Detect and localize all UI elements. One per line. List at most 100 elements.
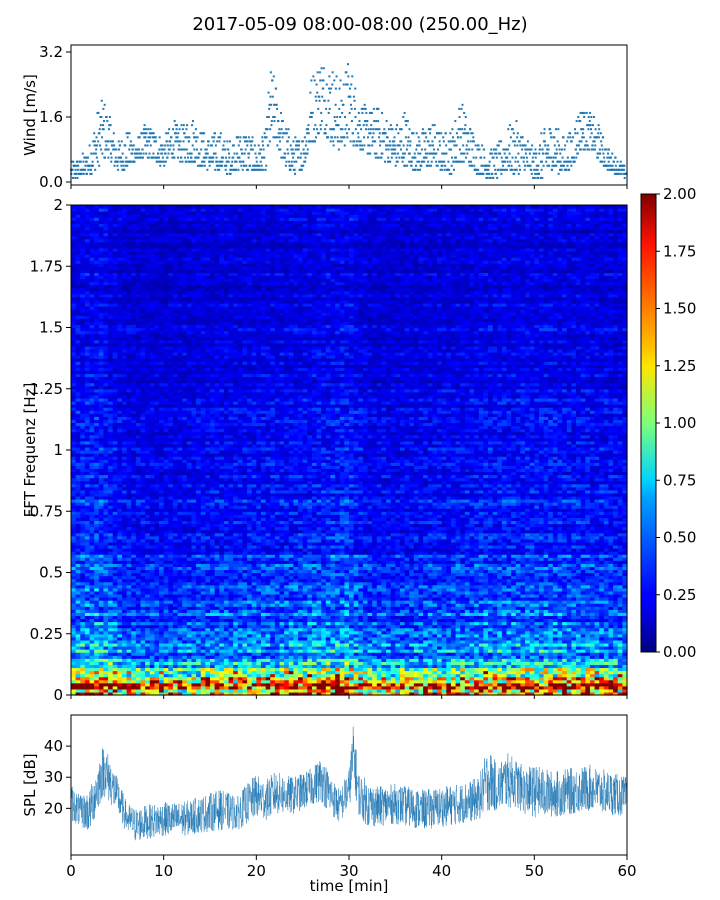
wind-point [159,160,162,163]
spectrogram-cell [196,670,202,675]
spectrogram-cell [395,652,401,656]
spectrogram-cell [534,670,540,675]
spectrogram-cell [149,664,155,669]
spectrogram-cell [260,679,267,684]
spectrogram-cell [585,673,591,678]
wind-point [176,156,179,159]
wind-point [232,156,235,159]
spectrogram-cell [548,679,554,684]
spectrogram-cell [418,673,424,678]
spectrogram-cell [265,670,271,675]
spectrogram-cell [427,652,433,656]
spectrogram-cell [511,679,517,684]
spectrogram-cell [576,655,582,659]
spectrogram-cell [349,661,355,665]
spectrogram-cell [219,655,225,659]
spectrogram-cell [525,661,531,665]
spectrogram-cell [339,679,345,684]
spectrogram-cell [279,664,285,669]
spectrogram-cell [223,670,230,675]
spectrogram-cell [525,658,531,662]
spectrogram-cell [399,655,406,659]
wind-point [532,160,535,163]
wind-point [244,136,247,139]
spectrogram-cell [200,664,206,669]
wind-point [441,164,444,167]
spectrogram-cell [270,679,276,684]
wind-point [473,164,476,167]
spectrogram-cell [75,655,81,659]
spectrogram-cell [344,661,350,665]
wind-point [540,132,543,135]
spectrogram-cell [117,682,123,687]
spectrogram-cell [186,673,193,678]
spectrogram-cell [339,670,345,675]
spectrogram-cell [168,667,174,672]
wind-point [271,79,274,82]
spectrogram-cell [321,682,327,687]
wind-point [579,148,582,151]
spectrogram-cell [145,691,151,696]
spectrogram-cell [413,673,420,678]
spectrogram-cell [108,679,114,684]
wind-point [204,148,207,151]
spectrogram-cell [80,691,86,696]
wind-point [156,160,159,163]
wind-point [377,120,380,123]
spectrogram-cell [237,673,244,678]
wind-point [405,148,408,151]
spectrogram-cell [501,670,508,675]
spectrogram-cell [335,652,341,656]
wind-point [79,168,82,171]
spectrogram-cell [538,667,545,672]
spectrogram-cell [437,691,443,696]
wind-point [576,152,579,155]
spectrogram-cell [71,652,77,656]
spectrogram-cell [210,685,216,690]
spectrogram-cell [464,682,471,687]
wind-point [567,160,570,163]
spectrogram-cell [594,661,600,665]
spectrogram-cell [538,658,545,662]
spectrogram-cell [251,661,257,665]
wind-point [604,148,607,151]
spectrogram-cell [325,685,332,690]
spectrogram-cell [585,664,591,669]
wind-point [484,168,487,171]
spectrogram-cell [311,655,318,659]
wind-point [579,111,582,114]
spectrogram-cell [538,661,545,665]
wind-point [91,164,94,167]
wind-point [168,148,171,151]
wind-point [523,144,526,147]
wind-point [480,164,483,167]
spectrogram-cell [135,652,142,656]
spectrogram-cell [274,655,281,659]
wind-point [537,164,540,167]
spectrogram-cell [367,679,373,684]
wind-point [476,172,479,175]
wind-point [310,116,313,118]
spectrogram-cell [566,661,572,665]
wind-point [511,128,514,131]
spectrogram-cell [335,664,341,669]
spectrogram-cell [562,688,568,693]
spectrogram-cell [432,664,438,669]
spectrogram-cell [552,676,559,681]
wind-point [100,148,103,151]
wind-point [509,136,512,139]
wind-point [420,164,423,167]
spectrogram-cell [469,691,475,696]
wind-point [240,148,243,151]
spectrogram-cell [450,664,457,669]
wind-point [260,148,263,151]
spectrogram-cell [613,670,619,675]
wind-point [393,140,396,143]
wind-point [501,160,504,163]
wind-point [572,136,575,139]
spectrogram-cell [302,667,308,672]
spectrogram-cell [126,676,132,681]
spectrogram-cell [284,655,290,659]
